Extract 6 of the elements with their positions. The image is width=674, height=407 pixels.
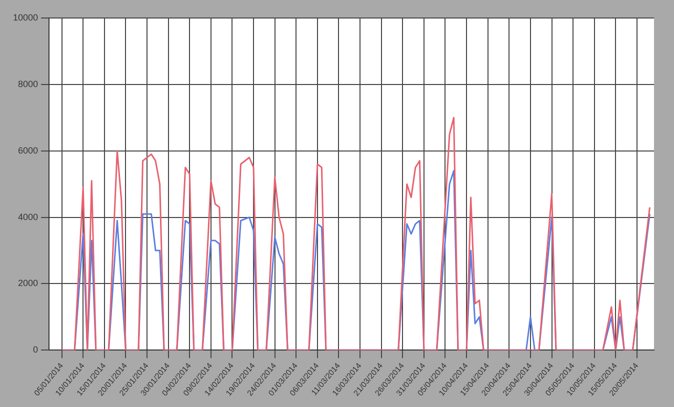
y-tick-label: 2000 (18, 278, 38, 288)
y-tick-label: 0 (33, 344, 38, 355)
y-tick-label: 8000 (18, 78, 38, 89)
y-tick-label: 4000 (18, 212, 38, 222)
y-tick-label: 10000 (12, 12, 38, 22)
y-tick-label: 6000 (18, 145, 38, 156)
